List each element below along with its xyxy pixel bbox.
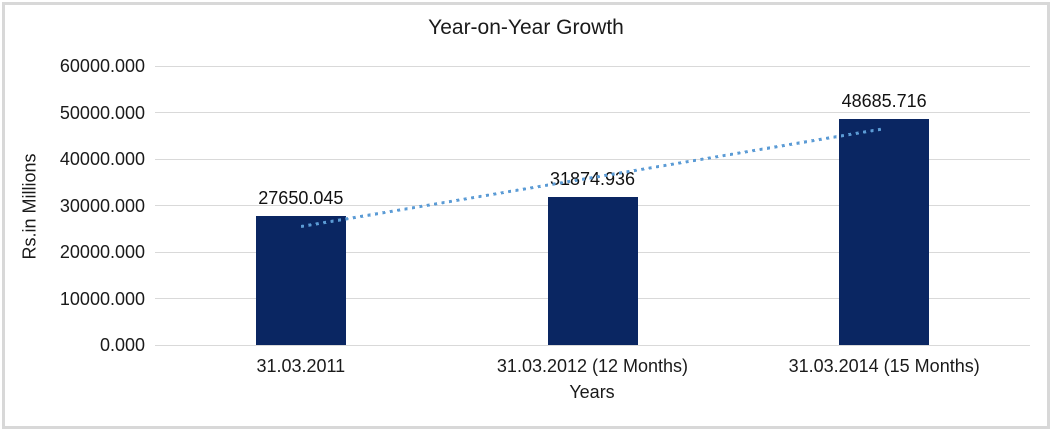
x-axis-category-label: 31.03.2012 (12 Months) xyxy=(496,356,689,376)
y-axis-tick-label: 40000.000 xyxy=(59,149,145,169)
y-axis-tick-label: 20000.000 xyxy=(59,242,145,262)
x-axis-category-label: 31.03.2011 xyxy=(256,356,346,376)
y-axis-tick-label: 50000.000 xyxy=(59,102,145,123)
y-axis-tick-label: 10000.000 xyxy=(59,288,145,309)
gridline xyxy=(155,112,1030,113)
bar-31.03.2014 (15 Months) xyxy=(839,118,930,345)
y-axis-tick-label: 30000.000 xyxy=(59,195,145,216)
bar-data-label: 27650.045 xyxy=(258,188,344,209)
x-axis-title: Years xyxy=(569,382,615,402)
bar-31.03.2011 xyxy=(255,216,346,345)
y-axis-tick-label: 0.000 xyxy=(99,335,145,355)
y-axis-tick-label: 60000.000 xyxy=(59,56,145,76)
bar-data-label: 48685.716 xyxy=(841,90,927,111)
gridline xyxy=(155,158,1030,160)
gridline xyxy=(155,65,1030,67)
bar-31.03.2012 (12 Months) xyxy=(547,196,638,345)
x-axis-category-label: 31.03.2014 (15 Months) xyxy=(788,356,980,376)
chart-title: Year-on-Year Growth xyxy=(428,16,624,39)
gridline xyxy=(155,344,1030,346)
